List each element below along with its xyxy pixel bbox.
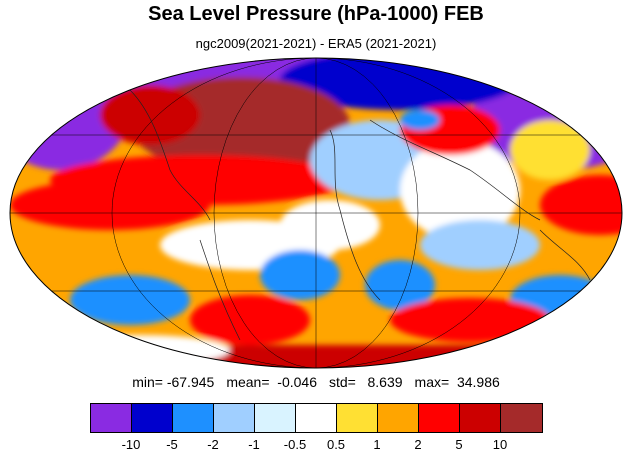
- plot-subtitle: ngc2009(2021-2021) - ERA5 (2021-2021): [195, 36, 437, 51]
- colorbar-tick-label: -2: [207, 437, 219, 452]
- colorbar-tick-labels: -10 -5 -2 -1 -0.5 0.5 1 2 5 10: [0, 437, 632, 455]
- colorbar-tick-label: 5: [455, 437, 463, 452]
- colorbar-swatch: [255, 404, 296, 432]
- map-border: [9, 57, 623, 369]
- colorbar-swatch: [337, 404, 378, 432]
- colorbar-tick-label: -1: [248, 437, 260, 452]
- colorbar-swatch: [296, 404, 337, 432]
- colorbar-tick-label: 10: [492, 437, 508, 452]
- colorbar-swatch: [173, 404, 214, 432]
- graticule: [10, 58, 622, 368]
- stat-min: min= -67.945: [132, 374, 215, 390]
- colorbar-swatch: [378, 404, 419, 432]
- colorbar-swatch: [419, 404, 460, 432]
- colorbar-tick-label: 1: [373, 437, 381, 452]
- colorbar-swatch: [91, 404, 132, 432]
- coastlines: [129, 89, 591, 341]
- colorbar-tick-label: -10: [121, 437, 141, 452]
- statistics-line: min= -67.945 mean= -0.046 std= 8.639 max= 3…: [0, 374, 632, 390]
- colorbar-swatch: [501, 404, 542, 432]
- colorbar: [90, 403, 543, 433]
- colorbar-swatch: [214, 404, 255, 432]
- colorbar-tick-label: 0.5: [326, 437, 346, 452]
- colorbar-tick-label: 2: [414, 437, 422, 452]
- stat-mean: mean= -0.046: [226, 374, 317, 390]
- stat-std: std= 8.639: [328, 374, 403, 390]
- plot-title: Sea Level Pressure (hPa-1000) FEB: [148, 3, 484, 25]
- colorbar-tick-label: -0.5: [283, 437, 307, 452]
- colorbar-tick-label: -5: [166, 437, 178, 452]
- colorbar-swatch: [460, 404, 501, 432]
- stat-max: max= 34.986: [414, 374, 500, 390]
- colorbar-swatch: [132, 404, 173, 432]
